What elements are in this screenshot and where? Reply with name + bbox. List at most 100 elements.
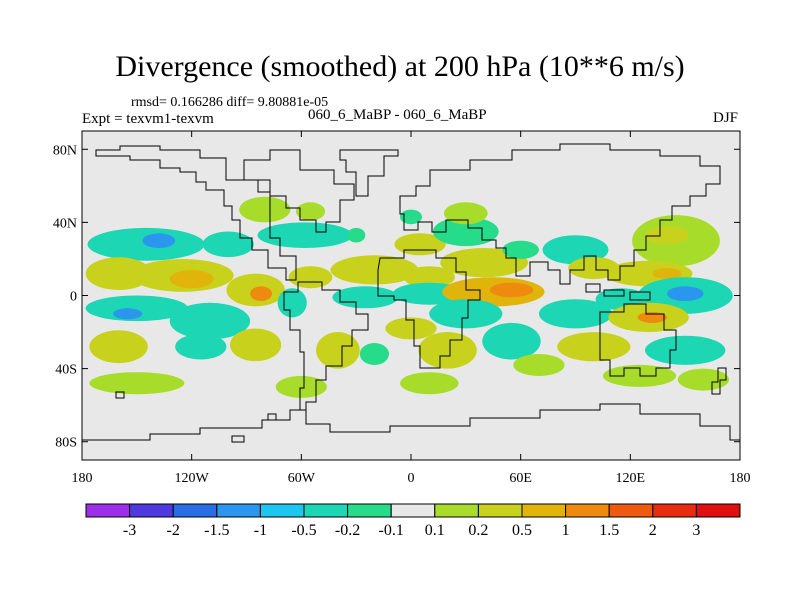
x-tick-label-0: 180 <box>72 471 93 486</box>
coastline-canada-arctic <box>243 149 355 233</box>
colorbar-label-3: -1 <box>254 522 267 539</box>
contour-region-1 <box>142 233 176 248</box>
contour-region-17 <box>332 286 399 309</box>
colorbar-swatch-6 <box>347 503 392 518</box>
colorbar-label-6: -0.1 <box>379 522 404 539</box>
colorbar-label-4: -0.5 <box>291 522 316 539</box>
y-tick-label-3: 40S <box>55 363 77 378</box>
coastline-north-america <box>95 145 297 281</box>
experiment-label: Expt = texvm1-texvm <box>82 111 214 127</box>
contour-region-32 <box>502 240 539 259</box>
coastline-eurasia <box>399 143 721 285</box>
y-tick-label-2: 0 <box>70 290 77 305</box>
contour-region-2 <box>202 231 254 258</box>
colorbar-swatch-0 <box>85 503 131 518</box>
coastline-new-zealand <box>711 367 727 395</box>
contour-region-57 <box>677 368 730 391</box>
x-tick-label-1: 120W <box>175 471 210 486</box>
colorbar-swatch-4 <box>259 503 305 518</box>
contour-region-41 <box>400 372 459 395</box>
contour-region-39 <box>482 322 541 360</box>
contour-region-38 <box>418 332 477 369</box>
contour-region-25 <box>275 375 327 398</box>
rmsd-diff-text: rmsd= 0.166286 diff= 9.80881e-05 <box>131 95 329 110</box>
y-tick-label-1: 40N <box>53 216 77 231</box>
coastline-layer <box>82 143 740 443</box>
colorbar-label-0: -3 <box>123 522 136 539</box>
contour-region-15 <box>113 308 143 320</box>
colorbar-swatch-9 <box>477 503 523 518</box>
colorbar-swatch-7 <box>390 503 436 518</box>
contour-region-51 <box>538 299 613 329</box>
contour-region-3 <box>257 222 353 248</box>
contour-region-21 <box>230 328 282 362</box>
x-tick-label-2: 60W <box>288 471 316 486</box>
contour-region-30 <box>403 266 455 289</box>
contour-region-14 <box>85 295 188 322</box>
contour-fill-layer <box>85 196 733 398</box>
contour-region-42 <box>542 235 609 265</box>
x-tick-label-4: 60E <box>509 471 532 486</box>
colorbar-swatch-1 <box>129 503 174 518</box>
contour-region-12 <box>288 266 333 289</box>
coastline-indonesia <box>585 283 651 301</box>
axis-ticks: 180 120W 60W 0 60E 120E 180 80N 40N 0 40S 80S <box>53 131 751 486</box>
case-names-label: 060_6_MaBP - 060_6_MaBP <box>308 107 487 123</box>
colorbar-swatch-2 <box>172 503 218 518</box>
contour-region-16 <box>169 302 251 340</box>
colorbar-label-2: -1.5 <box>204 522 229 539</box>
colorbar-swatch-3 <box>216 503 261 518</box>
colorbar-label-7: 0.1 <box>425 522 445 539</box>
contour-region-4 <box>347 227 366 243</box>
colorbar-swatch-10 <box>521 503 567 518</box>
coastline-antarctica <box>82 403 740 441</box>
coastline-greenland <box>339 149 399 197</box>
contour-region-9 <box>169 270 214 289</box>
contour-region-18 <box>277 288 307 318</box>
coastline-africa <box>377 249 481 369</box>
colorbar-swatch-5 <box>303 503 349 518</box>
x-tick-label-5: 120E <box>616 471 646 486</box>
contour-region-40 <box>513 354 565 376</box>
colorbar-label-9: 0.5 <box>512 522 532 539</box>
coastline-south-america <box>283 281 369 411</box>
colorbar-label-13: 3 <box>692 522 700 539</box>
contour-region-20 <box>175 333 227 360</box>
contour-region-19 <box>89 330 148 364</box>
contour-region-37 <box>385 317 437 340</box>
coastline-islands <box>115 391 277 443</box>
colorbar-swatch-14 <box>695 503 741 518</box>
contour-region-29 <box>400 209 422 225</box>
contour-region-54 <box>557 332 631 362</box>
contour-region-6 <box>295 202 326 221</box>
contour-region-35 <box>489 282 534 298</box>
y-tick-label-0: 80N <box>53 143 77 158</box>
contour-region-28 <box>443 202 488 225</box>
contour-region-13 <box>330 255 419 285</box>
contour-region-55 <box>645 335 726 365</box>
contour-region-5 <box>239 196 291 223</box>
colorbar-label-12: 2 <box>649 522 657 539</box>
colorbar-swatch-11 <box>565 503 610 518</box>
contour-region-49 <box>666 286 704 302</box>
contour-region-36 <box>429 299 503 329</box>
contour-region-7 <box>85 257 152 290</box>
contour-region-23 <box>359 343 389 365</box>
coastline-australia <box>599 303 677 377</box>
colorbar-label-10: 1 <box>562 522 570 539</box>
colorbar-swatch-8 <box>434 503 479 518</box>
colorbar-swatch-13 <box>652 503 697 518</box>
y-tick-label-4: 80S <box>55 436 77 451</box>
colorbar-label-11: 1.5 <box>599 522 619 539</box>
season-label: DJF <box>713 110 739 126</box>
colorbar-label-5: -0.2 <box>335 522 360 539</box>
x-tick-label-6: 180 <box>730 471 751 486</box>
colorbar: -3 -2 -1.5 -1 -0.5 -0.2 -0.1 0.1 0.2 0.5 1 1.5 2 3 <box>85 503 741 539</box>
contour-region-22 <box>316 332 360 369</box>
colorbar-label-8: 0.2 <box>468 522 488 539</box>
colorbar-swatch-12 <box>608 503 654 518</box>
contour-region-45 <box>645 226 689 245</box>
contour-region-53 <box>637 311 667 323</box>
x-tick-label-3: 0 <box>408 471 415 486</box>
